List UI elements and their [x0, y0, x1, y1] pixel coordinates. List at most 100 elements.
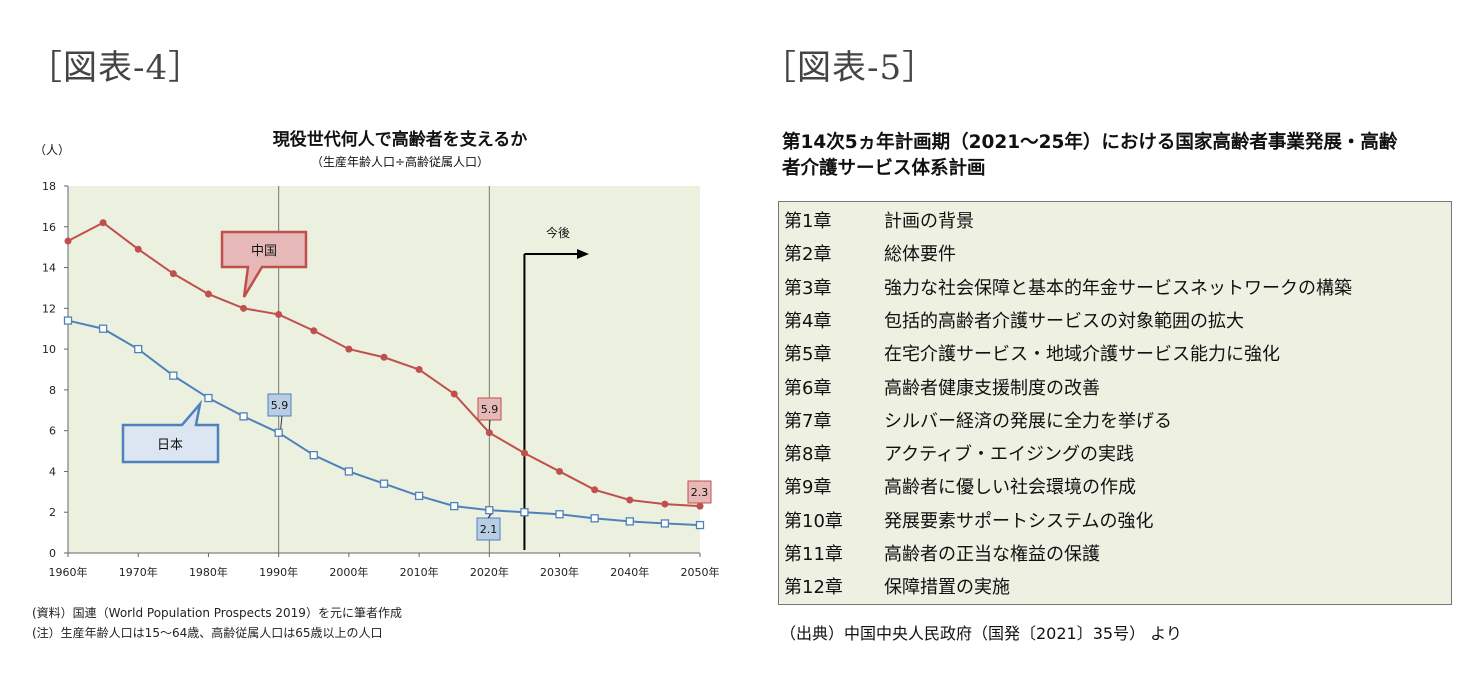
plan-chapter-text: 高齢者に優しい社会環境の作成	[884, 477, 1136, 499]
y-tick-label: 8	[49, 384, 56, 397]
y-tick-label: 16	[42, 221, 56, 234]
plan-row: 第7章 シルバー経済の発展に全力を挙げる	[779, 405, 1451, 438]
data-label: 2.1	[480, 523, 498, 536]
plot-area	[68, 186, 700, 553]
figure-5-label: ［図表-5］	[762, 48, 938, 88]
y-axis-label: （人）	[34, 143, 70, 157]
plan-row: 第1章 計画の背景	[779, 205, 1451, 238]
plan-row: 第2章 総体要件	[779, 238, 1451, 271]
data-point-china	[204, 290, 212, 298]
plan-chapter-number: 第6章	[784, 377, 832, 399]
x-tick-label: 1960年	[49, 565, 88, 579]
data-point-china	[450, 390, 458, 398]
plan-chapter-text: 強力な社会保障と基本的年金サービスネットワークの構築	[884, 277, 1352, 299]
plan-chapter-text: 高齢者の正当な権益の保護	[884, 544, 1100, 565]
data-label-box	[687, 480, 712, 504]
plan-chapter-number: 第3章	[784, 277, 832, 299]
data-point-china	[661, 500, 669, 508]
data-point-china	[64, 237, 72, 245]
plan-row: 第10章 発展要素サポートシステムの強化	[779, 505, 1451, 538]
x-tick-label: 2000年	[329, 565, 368, 579]
china-callout-label: 中国	[251, 244, 277, 259]
plan-chapter-number: 第8章	[784, 444, 832, 466]
data-point-china	[134, 245, 142, 253]
data-point-china	[556, 467, 564, 475]
plan-chapter-number: 第4章	[784, 310, 832, 332]
data-label-leader	[488, 419, 491, 430]
plan-title-line1: 第14次5ヵ年計画期（2021～25年）における国家高齢者事業発展・高齢	[782, 132, 1398, 153]
data-point-china	[240, 304, 248, 312]
japan-callout-box	[121, 399, 220, 464]
support-ratio-chart: 現役世代何人で高齢者を支えるか （生産年齢人口÷高齢従属人口） （人） 0 2 4 6 8 10…	[34, 129, 720, 579]
plan-chapter-text: 保障措置の実施	[884, 577, 1010, 599]
data-point-japan	[485, 506, 494, 515]
data-point-china	[169, 270, 177, 278]
plan-chapter-number: 第12章	[784, 577, 843, 599]
data-point-japan	[274, 428, 283, 437]
future-arrow-head	[577, 249, 589, 259]
x-tick-label: 1990年	[259, 565, 298, 579]
data-label: 2.3	[691, 486, 709, 499]
data-point-japan	[555, 510, 564, 519]
chart-note-definition: (注）生産年齢人口は15～64歳、高齢従属人口は65歳以上の人口	[32, 626, 383, 640]
y-tick-label: 10	[42, 343, 56, 356]
data-point-china	[696, 502, 704, 510]
y-tick-label: 0	[49, 547, 56, 560]
y-tick-label: 6	[49, 425, 56, 438]
data-point-japan	[239, 412, 248, 421]
data-point-china	[310, 327, 318, 335]
plan-chapter-text: 総体要件	[884, 244, 956, 266]
data-label: 5.9	[271, 399, 289, 412]
plan-row: 第8章 アクティブ・エイジングの実践	[779, 438, 1451, 471]
plan-chapter-text: 包括的高齢者介護サービスの対象範囲の拡大	[884, 310, 1244, 332]
y-tick-label: 4	[49, 465, 56, 478]
data-point-japan	[450, 501, 459, 511]
x-tick-label: 1980年	[189, 565, 228, 579]
plan-chapter-number: 第1章	[784, 211, 832, 232]
plan-row: 第3章 強力な社会保障と基本的年金サービスネットワークの構築	[779, 272, 1451, 305]
data-label: 5.9	[481, 403, 499, 416]
y-tick-label: 2	[49, 506, 56, 519]
plan-row: 第6章 高齢者健康支援制度の改善	[779, 372, 1451, 405]
x-tick-label: 2040年	[610, 565, 649, 579]
y-tick-label: 12	[42, 302, 56, 315]
plan-source: （出典）中国中央人民政府（国発〔2021〕35号） より	[780, 624, 1182, 643]
japan-callout-label: 日本	[157, 438, 183, 453]
data-point-china	[591, 486, 599, 494]
data-point-china	[485, 429, 493, 437]
plan-row: 第4章 包括的高齢者介護サービスの対象範囲の拡大	[779, 305, 1451, 338]
data-point-japan	[590, 514, 599, 523]
data-point-china	[380, 353, 388, 361]
future-label: 今後	[546, 225, 570, 240]
x-tick-label: 2010年	[400, 565, 439, 579]
plan-chapter-text: 計画の背景	[884, 211, 974, 232]
y-tick-label: 18	[42, 180, 56, 193]
data-point-japan	[344, 467, 354, 476]
figure-4-panel: ［図表-4］ 現役世代何人で高齢者を支えるか （生産年齢人口÷高齢従属人口） （人）…	[0, 0, 740, 686]
data-point-china	[99, 219, 107, 227]
data-label-box	[267, 393, 292, 417]
plan-chapter-number: 第9章	[784, 477, 832, 499]
china-callout-box	[220, 230, 308, 298]
x-tick-label: 2020年	[470, 565, 509, 579]
plan-row: 第11章 高齢者の正当な権益の保護	[779, 538, 1451, 571]
data-point-japan	[204, 393, 213, 403]
plan-chapter-number: 第10章	[784, 510, 843, 532]
data-point-china	[275, 310, 283, 318]
plan-chapter-number: 第2章	[784, 244, 832, 266]
plan-chapter-number: 第5章	[784, 344, 832, 366]
plan-chapter-text: シルバー経済の発展に全力を挙げる	[884, 410, 1172, 432]
chart-title: 現役世代何人で高齢者を支えるか	[273, 129, 528, 150]
data-point-china	[520, 449, 528, 457]
plan-title-line2: 者介護サービス体系計画	[782, 158, 986, 179]
data-point-japan	[695, 520, 705, 530]
plan-row: 第12章 保障措置の実施	[779, 571, 1451, 604]
plan-title: 第14次5ヵ年計画期（2021～25年）における国家高齢者事業発展・高齢 者介護…	[782, 130, 1462, 182]
x-tick-label: 2030年	[540, 565, 579, 579]
plan-chapter-text: 高齢者健康支援制度の改善	[884, 377, 1100, 399]
data-point-japan	[134, 344, 143, 354]
chart-note-source: (資料）国連（World Population Prospects 2019）を…	[32, 606, 402, 620]
data-point-japan	[625, 517, 634, 526]
data-label-leader	[487, 513, 492, 519]
plan-row: 第9章 高齢者に優しい社会環境の作成	[779, 471, 1451, 504]
